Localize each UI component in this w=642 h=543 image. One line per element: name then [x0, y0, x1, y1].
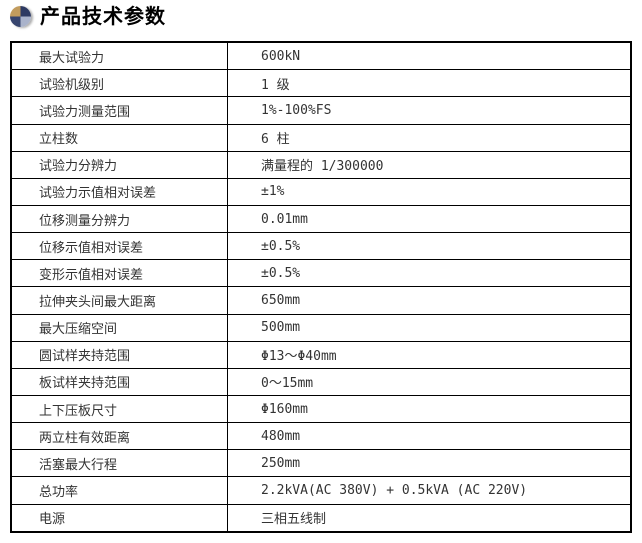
param-value: 6 柱: [227, 123, 632, 152]
param-value: Φ13～Φ40mm: [227, 340, 632, 369]
param-value: 0.01mm: [227, 205, 632, 234]
page-header: 产品技术参数: [10, 2, 166, 30]
param-value: 1%-100%FS: [227, 96, 632, 125]
table-row: 上下压板尺寸 Φ160mm: [10, 394, 632, 424]
param-value: 1 级: [227, 69, 632, 98]
table-row: 立柱数 6 柱: [10, 123, 632, 152]
table-row: 变形示值相对误差 ±0.5%: [10, 259, 632, 288]
param-label: 试验机级别: [10, 69, 228, 98]
param-value: 三相五线制: [227, 503, 632, 533]
param-label: 板试样夹持范围: [10, 367, 228, 397]
param-label: 两立柱有效距离: [10, 422, 228, 451]
param-value: 500mm: [227, 313, 632, 342]
param-value: 0～15mm: [227, 367, 632, 397]
table-row: 试验力分辨力 满量程的 1/300000: [10, 150, 632, 179]
table-row: 电源 三相五线制: [10, 503, 632, 533]
param-label: 试验力示值相对误差: [10, 177, 228, 207]
spec-table-body: 最大试验力 600kN 试验机级别 1 级试验力测量范围 1%-100%FS 立柱数 6 柱…: [10, 41, 632, 533]
param-value: Φ160mm: [227, 394, 632, 424]
table-row: 活塞最大行程 250mm: [10, 449, 632, 478]
param-value: 650mm: [227, 286, 632, 315]
param-value: 250mm: [227, 449, 632, 478]
param-label: 立柱数: [10, 123, 228, 152]
param-value: ±0.5%: [227, 259, 632, 288]
table-row: 两立柱有效距离 480mm: [10, 422, 632, 451]
table-row: 试验力示值相对误差 ±1%: [10, 177, 632, 207]
table-row: 总功率 2.2kVA(AC 380V) + 0.5kVA (AC 220V): [10, 476, 632, 505]
param-label: 电源: [10, 503, 228, 533]
table-row: 拉伸夹头间最大距离 650mm: [10, 286, 632, 315]
table-row: 试验机级别 1 级: [10, 69, 632, 98]
param-label: 上下压板尺寸: [10, 394, 228, 424]
quadrant-sphere-icon: [10, 5, 31, 27]
param-value: 满量程的 1/300000: [227, 150, 632, 179]
param-label: 拉伸夹头间最大距离: [10, 286, 228, 315]
param-label: 最大压缩空间: [10, 313, 228, 342]
param-label: 圆试样夹持范围: [10, 340, 228, 369]
page-title: 产品技术参数: [40, 4, 166, 28]
param-label: 最大试验力: [10, 41, 228, 71]
spec-table: 最大试验力 600kN 试验机级别 1 级试验力测量范围 1%-100%FS 立柱数 6 柱…: [10, 41, 632, 533]
param-value: ±1%: [227, 177, 632, 207]
param-value: 600kN: [227, 41, 632, 71]
table-row: 板试样夹持范围 0～15mm: [10, 367, 632, 397]
table-row: 位移示值相对误差 ±0.5%: [10, 232, 632, 261]
param-label: 试验力分辨力: [10, 150, 228, 179]
param-label: 变形示值相对误差: [10, 259, 228, 288]
param-label: 位移示值相对误差: [10, 232, 228, 261]
param-value: ±0.5%: [227, 232, 632, 261]
param-value: 2.2kVA(AC 380V) + 0.5kVA (AC 220V): [227, 476, 632, 505]
table-row: 圆试样夹持范围 Φ13～Φ40mm: [10, 340, 632, 369]
param-label: 位移测量分辨力: [10, 205, 228, 234]
table-row: 最大压缩空间 500mm: [10, 313, 632, 342]
param-label: 总功率: [10, 476, 228, 505]
table-row: 试验力测量范围 1%-100%FS: [10, 96, 632, 125]
param-label: 活塞最大行程: [10, 449, 228, 478]
table-row: 最大试验力 600kN: [10, 41, 632, 71]
param-value: 480mm: [227, 422, 632, 451]
param-label: 试验力测量范围: [10, 96, 228, 125]
table-row: 位移测量分辨力 0.01mm: [10, 205, 632, 234]
